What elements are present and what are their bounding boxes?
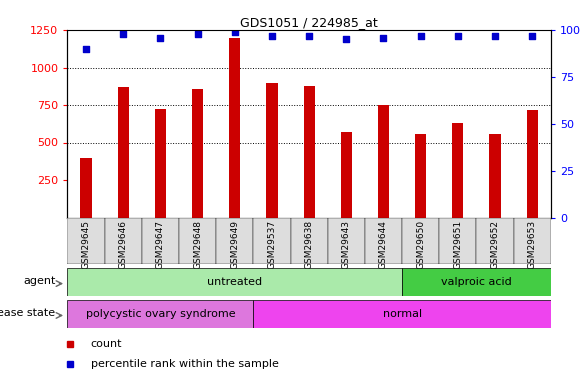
Point bbox=[156, 34, 165, 40]
FancyBboxPatch shape bbox=[142, 217, 179, 264]
Bar bbox=[155, 109, 166, 217]
Bar bbox=[489, 134, 500, 218]
Bar bbox=[192, 89, 203, 218]
Bar bbox=[378, 105, 389, 218]
FancyBboxPatch shape bbox=[291, 217, 328, 264]
Title: GDS1051 / 224985_at: GDS1051 / 224985_at bbox=[240, 16, 378, 29]
Text: GSM29537: GSM29537 bbox=[267, 220, 277, 269]
FancyBboxPatch shape bbox=[104, 217, 142, 264]
Point bbox=[81, 46, 91, 52]
FancyBboxPatch shape bbox=[440, 217, 476, 264]
Point bbox=[267, 33, 277, 39]
Text: GSM29638: GSM29638 bbox=[305, 220, 314, 269]
FancyBboxPatch shape bbox=[253, 217, 291, 264]
Bar bbox=[267, 82, 278, 218]
Point bbox=[305, 33, 314, 39]
FancyBboxPatch shape bbox=[328, 217, 365, 264]
Text: GSM29646: GSM29646 bbox=[119, 220, 128, 269]
Text: GSM29645: GSM29645 bbox=[81, 220, 90, 269]
Text: GSM29643: GSM29643 bbox=[342, 220, 351, 269]
Point bbox=[527, 33, 537, 39]
Text: polycystic ovary syndrome: polycystic ovary syndrome bbox=[86, 309, 235, 319]
Text: count: count bbox=[91, 339, 122, 349]
FancyBboxPatch shape bbox=[402, 268, 551, 296]
Text: untreated: untreated bbox=[207, 277, 263, 287]
Point bbox=[416, 33, 425, 39]
Text: disease state: disease state bbox=[0, 308, 55, 318]
Bar bbox=[415, 134, 426, 218]
Text: GSM29644: GSM29644 bbox=[379, 220, 388, 269]
FancyBboxPatch shape bbox=[179, 217, 216, 264]
Bar bbox=[452, 123, 464, 218]
Bar bbox=[527, 110, 538, 218]
Point bbox=[379, 34, 388, 40]
Text: percentile rank within the sample: percentile rank within the sample bbox=[91, 359, 279, 369]
Text: GSM29650: GSM29650 bbox=[416, 220, 425, 269]
Text: normal: normal bbox=[383, 309, 422, 319]
Bar bbox=[229, 38, 240, 218]
FancyBboxPatch shape bbox=[476, 217, 514, 264]
FancyBboxPatch shape bbox=[365, 217, 402, 264]
Point bbox=[230, 29, 240, 35]
FancyBboxPatch shape bbox=[253, 300, 551, 328]
FancyBboxPatch shape bbox=[67, 217, 104, 264]
Text: valproic acid: valproic acid bbox=[441, 277, 512, 287]
Point bbox=[342, 36, 351, 42]
Point bbox=[118, 31, 128, 37]
Text: GSM29652: GSM29652 bbox=[490, 220, 499, 269]
Text: agent: agent bbox=[23, 276, 55, 286]
Text: GSM29653: GSM29653 bbox=[528, 220, 537, 269]
Bar bbox=[304, 86, 315, 218]
Point bbox=[193, 31, 202, 37]
FancyBboxPatch shape bbox=[67, 268, 402, 296]
Point bbox=[490, 33, 500, 39]
Text: GSM29651: GSM29651 bbox=[454, 220, 462, 269]
Bar bbox=[80, 158, 91, 218]
Text: GSM29649: GSM29649 bbox=[230, 220, 239, 269]
Text: GSM29647: GSM29647 bbox=[156, 220, 165, 269]
FancyBboxPatch shape bbox=[67, 300, 253, 328]
FancyBboxPatch shape bbox=[216, 217, 253, 264]
Point bbox=[453, 33, 462, 39]
FancyBboxPatch shape bbox=[514, 217, 551, 264]
FancyBboxPatch shape bbox=[67, 217, 551, 264]
Bar bbox=[340, 132, 352, 218]
Bar bbox=[118, 87, 129, 218]
FancyBboxPatch shape bbox=[402, 217, 440, 264]
Text: GSM29648: GSM29648 bbox=[193, 220, 202, 269]
